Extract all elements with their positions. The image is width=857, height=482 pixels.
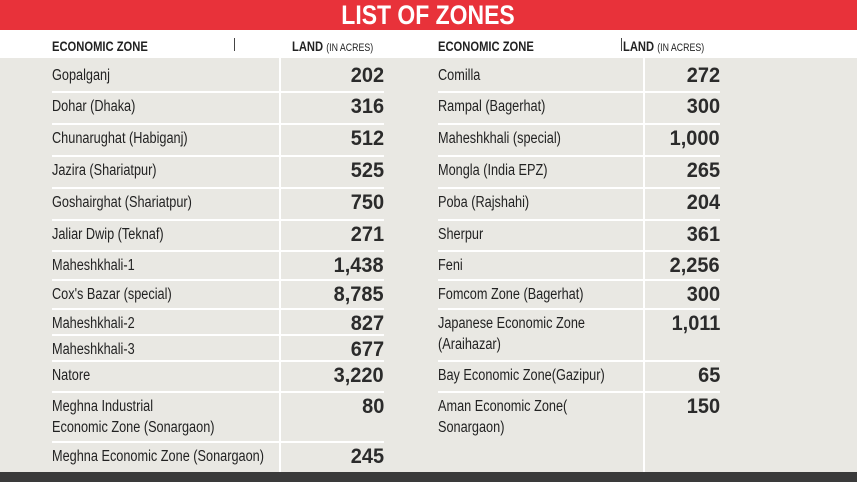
table-row: Chunarughat (Habiganj) 512 [52,125,384,157]
table-row: Meghna Industrial Economic Zone (Sonargao… [52,393,384,443]
zone-name: Mongla (India EPZ) [438,162,548,179]
land-acres: 3,220 [334,364,384,387]
zone-name: Japanese Economic Zone (Araihazar) [438,315,585,353]
land-acres: 271 [350,223,384,246]
table-row: Gopalganj 202 [52,62,384,93]
land-acres: 827 [350,312,384,335]
land-acres: 245 [350,445,384,468]
zone-name: Natore [52,367,91,384]
zone-name: Sherpur [438,226,484,243]
table-row: Feni 2,256 [438,252,720,281]
land-acres: 750 [350,191,384,214]
table-row: Rampal (Bagerhat) 300 [438,93,720,125]
land-acres: 2,256 [670,254,720,277]
land-acres: 300 [686,283,720,306]
zone-name: Aman Economic Zone(Sonargaon) [438,398,568,436]
header-economic-zone-left: ECONOMIC ZONE [52,38,148,54]
zone-name: Maheshkhali-3 [52,341,135,358]
header-economic-zone-right: ECONOMIC ZONE [438,38,534,54]
zone-name: Maheshkhali-2 [52,315,135,332]
land-acres: 204 [686,191,720,214]
zone-name: Goshairghat (Shariatpur) [52,194,192,211]
zone-name: Maheshkhali (special) [438,130,561,147]
table-row: Bay Economic Zone(Gazipur) 65 [438,362,720,393]
left-table: Gopalganj 202 Dohar (Dhaka) 316 Chunarughat … [52,62,384,473]
land-acres: 361 [686,223,720,246]
table-row: Maheshkhali-2 827 [52,310,384,336]
land-acres: 265 [686,159,720,182]
table-row: Maheshkhali-1 1,438 [52,252,384,281]
land-acres: 150 [686,395,720,418]
column-divider [279,58,281,472]
zone-name: Meghna Economic Zone (Sonargaon) [52,448,264,465]
header-land-right: LAND (IN ACRES) [623,38,705,54]
table-row: Japanese Economic Zone (Araihazar) 1,011 [438,310,720,362]
table-row: Poba (Rajshahi) 204 [438,189,720,221]
zone-name: Jaliar Dwip (Teknaf) [52,226,164,243]
zone-name: Cox's Bazar (special) [52,286,172,303]
zone-name: Feni [438,257,463,274]
right-table: Comilla 272 Rampal (Bagerhat) 300 Maheshkhal… [438,62,720,441]
zone-name: Poba (Rajshahi) [438,194,530,211]
page-title: LIST OF ZONES [341,0,516,30]
header-divider [234,38,235,51]
table-row: Aman Economic Zone(Sonargaon) 150 [438,393,720,441]
header-divider [621,38,622,51]
zone-name: Bay Economic Zone(Gazipur) [438,367,605,384]
table-header: ECONOMIC ZONE LAND (IN ACRES) ECONOMIC Z… [0,30,857,58]
table-row: Fomcom Zone (Bagerhat) 300 [438,281,720,310]
land-acres: 8,785 [334,283,384,306]
land-acres: 677 [350,338,384,361]
table-row: Sherpur 361 [438,221,720,252]
zone-name: Rampal (Bagerhat) [438,98,546,115]
zone-name: Gopalganj [52,67,110,84]
zone-name: Jazira (Shariatpur) [52,162,157,179]
table-row: Comilla 272 [438,62,720,93]
header-land-left: LAND (IN ACRES) [292,38,374,54]
title-banner: LIST OF ZONES [0,0,857,30]
table-row: Jazira (Shariatpur) 525 [52,157,384,189]
land-acres: 272 [686,64,720,87]
table-row: Natore 3,220 [52,362,384,393]
land-acres: 316 [350,95,384,118]
table-row: Maheshkhali-3 677 [52,336,384,362]
table-row: Goshairghat (Shariatpur) 750 [52,189,384,221]
zone-name: Dohar (Dhaka) [52,98,136,115]
zone-name: Maheshkhali-1 [52,257,135,274]
column-divider [643,58,645,472]
table-row: Mongla (India EPZ) 265 [438,157,720,189]
land-acres: 1,011 [671,312,720,335]
land-acres: 1,438 [334,254,384,277]
land-acres: 525 [350,159,384,182]
zone-name: Meghna Industrial Economic Zone (Sonargao… [52,398,215,436]
land-acres: 80 [361,395,384,418]
table-row: Dohar (Dhaka) 316 [52,93,384,125]
zone-name: Fomcom Zone (Bagerhat) [438,286,584,303]
zone-name: Comilla [438,67,481,84]
land-acres: 512 [350,127,384,150]
table-row: Cox's Bazar (special) 8,785 [52,281,384,310]
table-row: Meghna Economic Zone (Sonargaon) 245 [52,443,384,473]
table-row: Jaliar Dwip (Teknaf) 271 [52,221,384,252]
table-row: Maheshkhali (special) 1,000 [438,125,720,157]
land-acres: 202 [350,64,384,87]
land-acres: 65 [697,364,720,387]
footer-bar [0,472,857,482]
zone-name: Chunarughat (Habiganj) [52,130,188,147]
land-acres: 1,000 [670,127,720,150]
land-acres: 300 [686,95,720,118]
